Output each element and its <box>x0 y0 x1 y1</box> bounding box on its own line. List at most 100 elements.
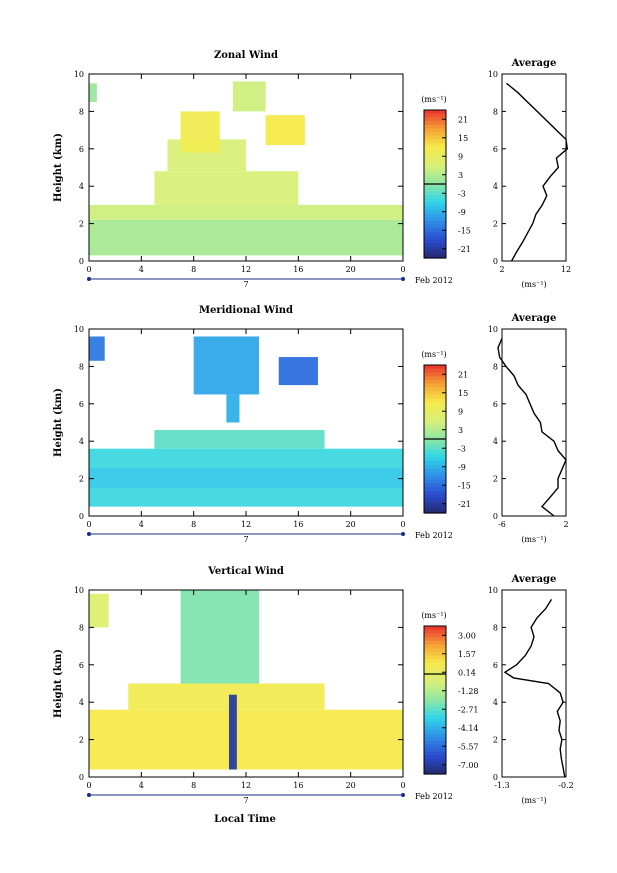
colorbar-cell <box>424 376 446 381</box>
colorbar-cell <box>424 416 446 422</box>
colorbar-tick-label: 15 <box>458 389 468 398</box>
colorbar-tick-label: -1.28 <box>458 687 479 696</box>
x-tick-label: 12 <box>241 265 251 274</box>
colorbar-cell <box>424 243 446 248</box>
colorbar-cell <box>424 202 446 207</box>
colorbar-cell <box>424 703 446 708</box>
average-y-tick-label: 2 <box>493 220 498 229</box>
colorbar-cell <box>424 176 446 181</box>
x-tick-label: 16 <box>293 520 303 529</box>
panel-title: Zonal Wind <box>214 50 278 61</box>
colorbar-cell <box>424 711 446 716</box>
colorbar-cell <box>424 209 446 215</box>
colorbar-cell <box>424 733 446 738</box>
heatmap-cell <box>89 219 403 256</box>
y-tick-label: 10 <box>74 586 84 595</box>
colorbar-cell <box>424 169 446 174</box>
colorbar-cell <box>424 191 446 196</box>
colorbar-tick-label: -4.14 <box>458 724 479 733</box>
average-y-tick-label: 0 <box>493 512 498 521</box>
colorbar-cell <box>424 235 446 241</box>
colorbar-cell <box>424 674 446 679</box>
colorbar-tick-label: -15 <box>458 226 471 235</box>
average-title: Average <box>511 58 557 69</box>
colorbar-cell <box>424 121 446 126</box>
colorbar-cell <box>424 759 446 764</box>
colorbar-cell <box>424 198 446 204</box>
y-tick-label: 4 <box>79 437 84 446</box>
heatmap-cell <box>193 336 260 395</box>
colorbar-tick-label: 21 <box>458 115 468 124</box>
colorbar-tick-label: -15 <box>458 481 471 490</box>
colorbar-cell <box>424 117 446 122</box>
average-frame <box>501 589 567 778</box>
heatmap-cell <box>265 115 305 146</box>
colorbar-cell <box>424 383 446 388</box>
y-tick-label: 2 <box>79 475 84 484</box>
colorbar-label: (ms⁻¹) <box>421 611 446 620</box>
colorbar-tick-label: -2.71 <box>458 705 479 714</box>
colorbar-cell <box>424 413 446 418</box>
colorbar-tick-label: 21 <box>458 370 468 379</box>
heatmap-cell <box>154 171 299 205</box>
colorbar-cell <box>424 431 446 436</box>
colorbar-cell <box>424 640 446 646</box>
average-x-tick-label: -6 <box>498 520 506 529</box>
heatmap-cell <box>154 429 325 449</box>
colorbar-cell <box>424 372 446 377</box>
average-y-tick-label: 2 <box>493 736 498 745</box>
y-tick-label: 0 <box>79 773 84 782</box>
heatmap-cell <box>89 83 97 103</box>
colorbar-tick-label: -21 <box>458 245 471 254</box>
colorbar-cell <box>424 379 446 385</box>
colorbar-cell <box>424 509 446 514</box>
colorbar-label: (ms⁻¹) <box>421 95 446 104</box>
colorbar-tick-label: -9 <box>458 463 466 472</box>
colorbar-cell <box>424 637 446 642</box>
colorbar-cell <box>424 139 446 144</box>
heatmap-cell <box>89 487 403 507</box>
colorbar-cell <box>424 224 446 229</box>
x-tick-label: 8 <box>191 265 196 274</box>
colorbar-cell <box>424 472 446 477</box>
heatmap-cell <box>89 593 109 628</box>
colorbar-cell <box>424 659 446 664</box>
colorbar-cell <box>424 228 446 233</box>
colorbar-tick-label: -9 <box>458 208 466 217</box>
colorbar-cell <box>424 250 446 255</box>
average-y-tick-label: 2 <box>493 475 498 484</box>
y-tick-label: 0 <box>79 257 84 266</box>
colorbar-cell <box>424 439 446 444</box>
heatmap-cell <box>89 204 403 220</box>
colorbar-cell <box>424 740 446 745</box>
colorbar-cell <box>424 677 446 683</box>
heatmap-cell <box>226 394 240 423</box>
colorbar-cell <box>424 770 446 775</box>
colorbar-cell <box>424 398 446 403</box>
average-profile-line <box>503 599 566 778</box>
colorbar-frame <box>423 625 447 775</box>
x-tick-label: 4 <box>139 781 144 790</box>
x-tick-label: 20 <box>346 520 356 529</box>
x-tick-label: 0 <box>86 520 91 529</box>
date-label: Feb 2012 <box>415 531 453 540</box>
y-axis-label: Height (km) <box>53 649 64 718</box>
date-bar-end <box>401 532 405 536</box>
colorbar-tick-label: 9 <box>458 407 463 416</box>
colorbar-cell <box>424 725 446 731</box>
colorbar-cell <box>424 468 446 473</box>
colorbar-tick-label: -7.00 <box>458 761 479 770</box>
panel-title: Meridional Wind <box>199 305 293 316</box>
colorbar-cell <box>424 633 446 638</box>
y-tick-label: 6 <box>79 400 84 409</box>
colorbar-cell <box>424 718 446 723</box>
average-x-tick-label: 2 <box>563 520 568 529</box>
heatmap-cell <box>228 694 237 770</box>
x-tick-label: 16 <box>293 265 303 274</box>
average-y-tick-label: 4 <box>493 698 498 707</box>
colorbar-cell <box>424 132 446 137</box>
colorbar-cell <box>424 670 446 675</box>
average-y-tick-label: 8 <box>493 362 498 371</box>
colorbar-cell <box>424 450 446 455</box>
